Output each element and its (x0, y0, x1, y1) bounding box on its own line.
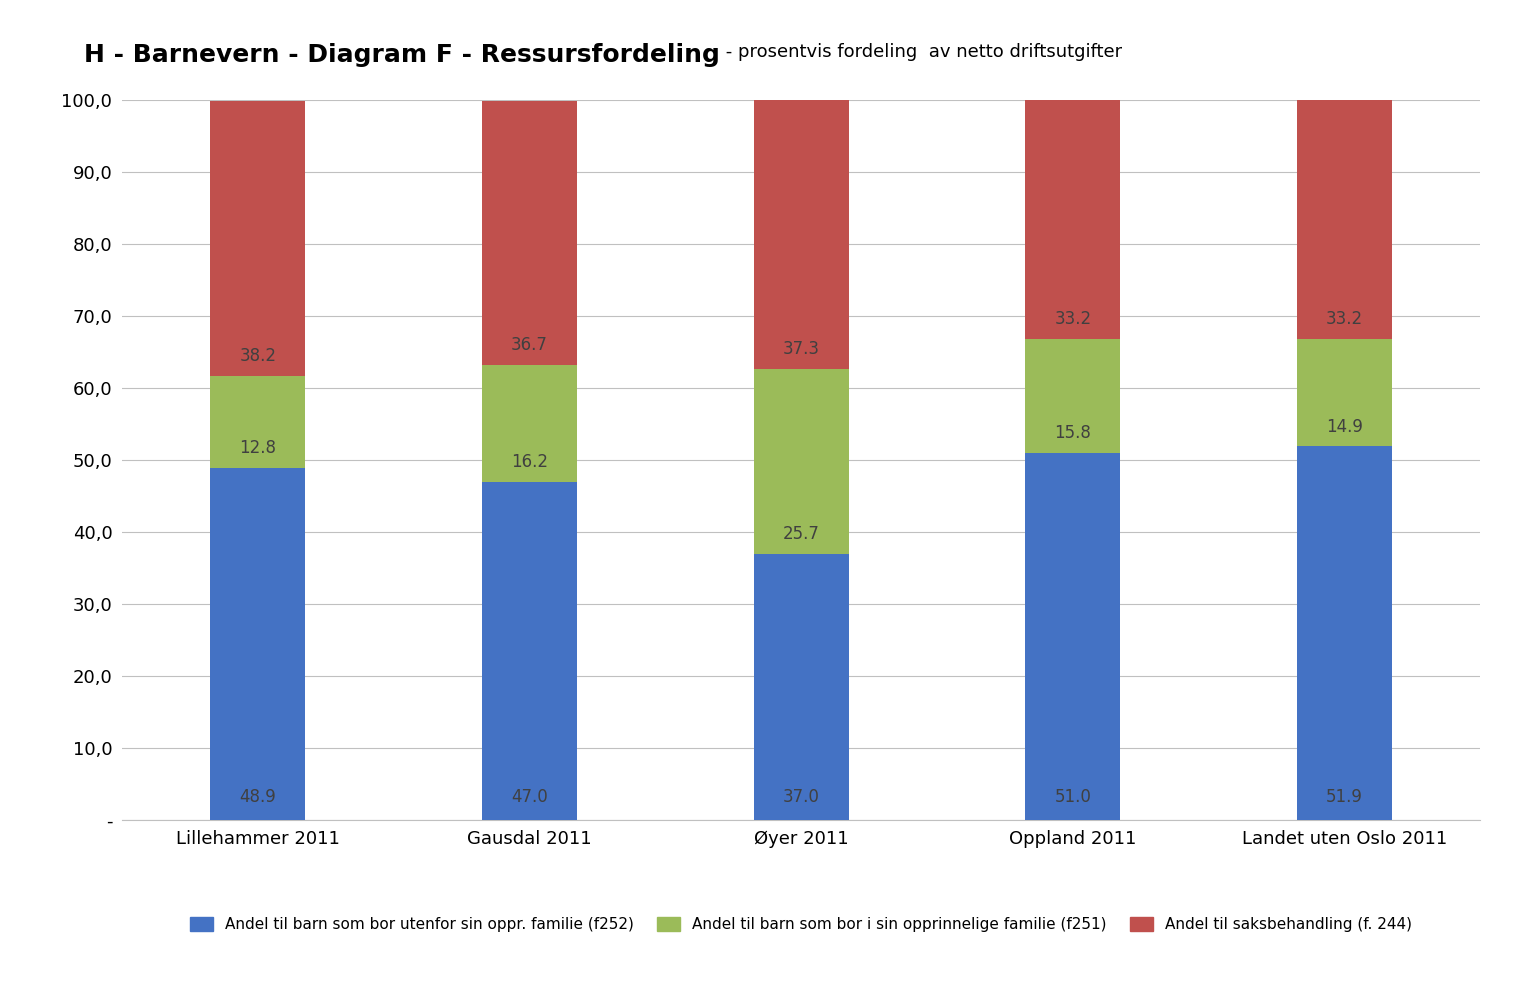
Bar (1297, 446, 1392, 820)
Text: 48.9: 48.9 (240, 788, 276, 806)
Text: 37.0: 37.0 (783, 788, 819, 806)
Text: 12.8: 12.8 (240, 439, 276, 457)
Text: 25.7: 25.7 (783, 525, 819, 543)
Text: - prosentvis fordeling  av netto driftsutgifter: - prosentvis fordeling av netto driftsut… (720, 43, 1122, 61)
Bar (1025, 453, 1120, 820)
Text: 15.8: 15.8 (1054, 424, 1091, 442)
Bar (211, 376, 305, 468)
Bar (1025, 339, 1120, 453)
Text: H - Barnevern - Diagram F - Ressursfordeling: H - Barnevern - Diagram F - Ressursforde… (84, 43, 720, 67)
Text: 36.7: 36.7 (511, 336, 548, 354)
Bar (754, 554, 848, 820)
Text: 38.2: 38.2 (240, 347, 276, 365)
Text: 33.2: 33.2 (1326, 310, 1363, 328)
Bar (754, 100, 848, 369)
Bar (482, 101, 577, 365)
Text: 33.2: 33.2 (1054, 310, 1091, 328)
Text: 47.0: 47.0 (511, 788, 548, 806)
Bar (482, 482, 577, 820)
Bar (482, 365, 577, 482)
Text: 51.0: 51.0 (1054, 788, 1091, 806)
Legend: Andel til barn som bor utenfor sin oppr. familie (f252), Andel til barn som bor : Andel til barn som bor utenfor sin oppr.… (185, 911, 1418, 938)
Text: 51.9: 51.9 (1326, 788, 1363, 806)
Bar (211, 101, 305, 376)
Text: 37.3: 37.3 (783, 340, 819, 358)
Bar (211, 468, 305, 820)
Text: 16.2: 16.2 (511, 453, 548, 471)
Bar (754, 369, 848, 554)
Bar (1297, 100, 1392, 339)
Text: 14.9: 14.9 (1326, 418, 1363, 436)
Bar (1297, 339, 1392, 446)
Bar (1025, 100, 1120, 339)
